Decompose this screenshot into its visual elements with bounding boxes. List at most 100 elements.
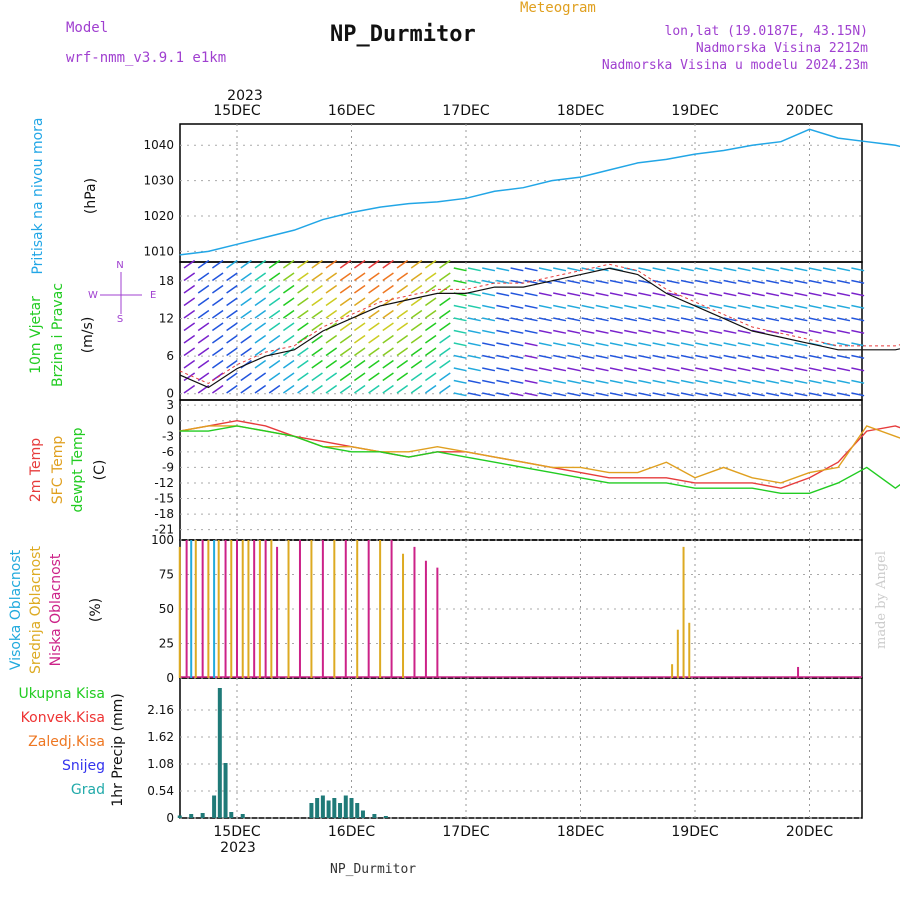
wind-barb <box>624 279 638 284</box>
wind-barb <box>382 372 394 382</box>
temp-ytick: -9 <box>162 460 174 474</box>
wind-barb <box>510 379 524 384</box>
wind-barb <box>553 292 567 297</box>
wind-barb <box>211 359 224 369</box>
wind-barb <box>709 367 723 372</box>
wind-barb <box>297 272 309 282</box>
wind-barb <box>581 367 595 372</box>
wind-barb <box>353 284 366 294</box>
wind-barb <box>581 379 595 384</box>
wind-barb <box>453 354 467 359</box>
wind-barb <box>311 384 323 394</box>
wind-barb <box>751 367 765 372</box>
wind-barb <box>496 342 510 347</box>
wind-barb <box>410 322 423 332</box>
wind-barb <box>254 334 267 344</box>
panel-frame-prec <box>179 677 863 819</box>
wind-barb <box>638 379 652 384</box>
wind-barb <box>339 284 352 294</box>
wind-barb <box>595 279 609 284</box>
wind-barb <box>197 259 210 269</box>
wind-barb <box>197 334 210 344</box>
wind-barb <box>609 342 623 347</box>
wind-barb <box>183 334 196 344</box>
wind-barb <box>282 334 295 344</box>
precip-bar <box>343 795 348 818</box>
wind-barb <box>595 292 609 297</box>
precip-ytick: 2.16 <box>147 703 174 717</box>
wind-label-2: Brzina i Pravac <box>50 283 66 387</box>
wind-barb <box>624 392 638 397</box>
wind-barb <box>311 309 323 319</box>
wind-barb <box>211 309 224 319</box>
wind-barb <box>467 367 481 372</box>
wind-barb <box>424 334 437 344</box>
time-tick-top: 17DEC <box>442 103 489 119</box>
wind-barb <box>439 384 451 394</box>
wind-barb <box>851 379 865 384</box>
temp-ytick: -18 <box>154 507 174 521</box>
wind-barb <box>482 304 496 309</box>
wind-barb <box>311 284 323 294</box>
wind-barb <box>695 317 709 322</box>
temp-label-1: 2m Temp <box>28 438 44 502</box>
wind-barb <box>822 367 836 372</box>
wind-barb <box>467 354 481 359</box>
wind-barb <box>837 304 851 309</box>
wind-barb <box>666 304 680 309</box>
wind-barb <box>254 259 267 269</box>
wind-barb <box>183 297 196 307</box>
wind-barb <box>297 284 309 294</box>
wind-barb <box>467 267 481 272</box>
temp-ytick: -6 <box>162 445 174 459</box>
wind-barb <box>368 359 380 369</box>
pressure-unit: (hPa) <box>83 178 99 214</box>
wind-barb <box>737 317 751 322</box>
wind-barb <box>254 272 267 282</box>
wind-barb <box>183 272 196 282</box>
wind-barb <box>581 317 595 322</box>
wind-barb <box>197 297 210 307</box>
wind-barb <box>467 304 481 309</box>
wind-barb <box>368 347 380 357</box>
wind-barb <box>737 379 751 384</box>
wind-barb <box>652 354 666 359</box>
wind-barb <box>467 329 481 334</box>
wind-barb <box>325 334 338 344</box>
wind-barb <box>254 359 267 369</box>
wind-barb <box>226 322 238 332</box>
wind-barb <box>680 304 694 309</box>
wind-barb <box>339 372 352 382</box>
wind-barb <box>424 272 437 282</box>
wind-barb <box>226 384 238 394</box>
wind-barb <box>496 279 510 284</box>
wind-barb <box>453 317 467 322</box>
wind-barb <box>382 284 394 294</box>
wind-barb <box>282 359 295 369</box>
wind-barb <box>638 329 652 334</box>
wind-barb <box>609 292 623 297</box>
wind-barb <box>197 272 210 282</box>
wind-barb <box>482 392 496 397</box>
cloud-unit: (%) <box>88 598 104 622</box>
wind-barb <box>808 379 822 384</box>
wind-barb <box>311 347 323 357</box>
wind-barb <box>851 367 865 372</box>
wind-barb <box>396 259 409 269</box>
wind-barb <box>553 329 567 334</box>
wind-barb <box>695 342 709 347</box>
wind-barb <box>680 292 694 297</box>
wind-barb <box>709 342 723 347</box>
wind-barb <box>666 379 680 384</box>
wind-barb <box>311 322 323 332</box>
wind-barb <box>695 354 709 359</box>
wind-barb <box>723 292 737 297</box>
wind-barb <box>226 297 238 307</box>
wind-barb <box>396 284 409 294</box>
wind-barb <box>624 354 638 359</box>
wind-barb <box>737 292 751 297</box>
wind-barb <box>723 317 737 322</box>
wind-barb <box>709 317 723 322</box>
wind-barb <box>766 292 780 297</box>
wind-barb <box>624 379 638 384</box>
